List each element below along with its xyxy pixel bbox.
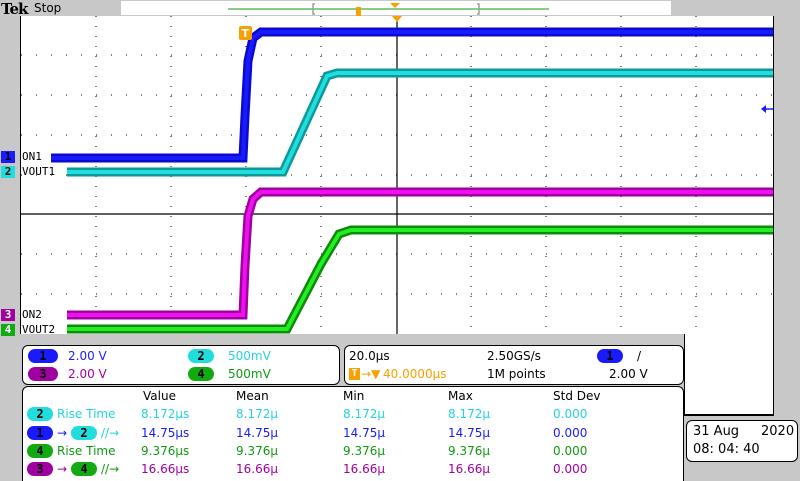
header-mean: Mean bbox=[236, 389, 269, 403]
source-badge: 3 bbox=[27, 462, 53, 476]
graticule-corner bbox=[684, 334, 774, 416]
sample-rate: 2.50GS/s bbox=[487, 349, 541, 363]
channel-4-label: VOUT2 bbox=[22, 323, 56, 336]
std-dev: 0.000 bbox=[553, 444, 588, 458]
header-max: Max bbox=[448, 389, 473, 403]
measurement-label: Rise Time bbox=[57, 407, 116, 421]
arrow-icon: → bbox=[57, 462, 68, 476]
time: 08: 04: 40 bbox=[693, 442, 760, 457]
source-badge: 1 bbox=[27, 426, 53, 440]
max: 14.75µ bbox=[448, 426, 490, 440]
source-badge: 4 bbox=[27, 444, 53, 458]
datetime-panel: 31 Aug 2020 08: 04: 40 bbox=[686, 420, 798, 462]
min: 14.75µ bbox=[343, 426, 385, 440]
max: 9.376µ bbox=[448, 444, 490, 458]
header-value: Value bbox=[143, 389, 176, 403]
ch2-badge[interactable]: 2 bbox=[188, 349, 214, 363]
min: 8.172µ bbox=[343, 407, 385, 421]
max: 16.66µ bbox=[448, 462, 490, 476]
trigger-position: 40.0000µs bbox=[383, 367, 447, 381]
acquisition-state: Stop bbox=[34, 1, 62, 15]
trigger-arrow-icon: →▼ bbox=[361, 367, 381, 381]
trigger-slope-icon: / bbox=[637, 349, 642, 363]
ch1-scale: 2.00 V bbox=[68, 349, 107, 363]
trigger-source-badge[interactable]: 1 bbox=[597, 349, 623, 363]
channel-4-marker[interactable]: 4 bbox=[1, 324, 15, 336]
value: 14.75µs bbox=[141, 426, 190, 440]
record-view-graphic bbox=[228, 3, 549, 16]
arrow-icon: → bbox=[57, 426, 68, 440]
timebase-panel[interactable]: 20.0µs 2.50GS/s 1 / T →▼ 40.0000µs 1M po… bbox=[344, 345, 684, 385]
channel-3-marker[interactable]: 3 bbox=[1, 309, 15, 321]
mean: 8.172µ bbox=[236, 407, 278, 421]
std-dev: 0.000 bbox=[553, 462, 588, 476]
graticule-and-waveforms: T bbox=[21, 16, 773, 334]
horizontal-scale: 20.0µs bbox=[349, 349, 390, 363]
trigger-t-icon: T bbox=[349, 368, 360, 380]
min: 9.376µ bbox=[343, 444, 385, 458]
mean: 14.75µ bbox=[236, 426, 278, 440]
ch4-scale: 500mV bbox=[228, 367, 271, 381]
header-std-dev: Std Dev bbox=[553, 389, 601, 403]
measurement-label: Rise Time bbox=[57, 444, 116, 458]
channel-3-label: ON2 bbox=[22, 308, 42, 321]
target-badge: 2 bbox=[71, 426, 97, 440]
ch4-badge[interactable]: 4 bbox=[188, 367, 214, 381]
channel-2-marker[interactable]: 2 bbox=[1, 166, 15, 178]
tek-logo: Tek bbox=[1, 0, 28, 18]
header-min: Min bbox=[343, 389, 365, 403]
channel-scale-panel[interactable]: 1 2.00 V 2 500mV 3 2.00 V 4 500mV bbox=[22, 345, 340, 385]
channel-2-label: VOUT1 bbox=[22, 165, 56, 178]
mean: 16.66µ bbox=[236, 462, 278, 476]
measurements-panel[interactable]: Value Mean Min Max Std Dev 2 Rise Time 8… bbox=[22, 386, 684, 481]
waveform-display[interactable]: T bbox=[20, 16, 774, 334]
channel-1-label: ON1 bbox=[22, 150, 42, 163]
trigger-level: 2.00 V bbox=[609, 367, 648, 381]
ch3-scale: 2.00 V bbox=[68, 367, 107, 381]
ch1-badge[interactable]: 1 bbox=[28, 349, 58, 363]
value: 8.172µs bbox=[141, 407, 190, 421]
ch2-scale: 500mV bbox=[228, 349, 271, 363]
std-dev: 0.000 bbox=[553, 426, 588, 440]
value: 16.66µs bbox=[141, 462, 190, 476]
channel-1-marker[interactable]: 1 bbox=[1, 151, 15, 163]
svg-text:T: T bbox=[242, 27, 250, 40]
std-dev: 0.000 bbox=[553, 407, 588, 421]
mean: 9.376µ bbox=[236, 444, 278, 458]
edge-delay-icon: //→ bbox=[101, 426, 120, 440]
record-view-bar[interactable] bbox=[121, 1, 671, 16]
ch3-badge[interactable]: 3 bbox=[28, 367, 58, 381]
target-badge: 4 bbox=[71, 462, 97, 476]
date: 31 Aug bbox=[693, 424, 740, 439]
year: 2020 bbox=[761, 424, 795, 439]
record-length: 1M points bbox=[487, 367, 546, 381]
source-badge: 2 bbox=[27, 407, 53, 421]
edge-delay-icon: //→ bbox=[101, 462, 120, 476]
value: 9.376µs bbox=[141, 444, 190, 458]
min: 16.66µ bbox=[343, 462, 385, 476]
max: 8.172µ bbox=[448, 407, 490, 421]
